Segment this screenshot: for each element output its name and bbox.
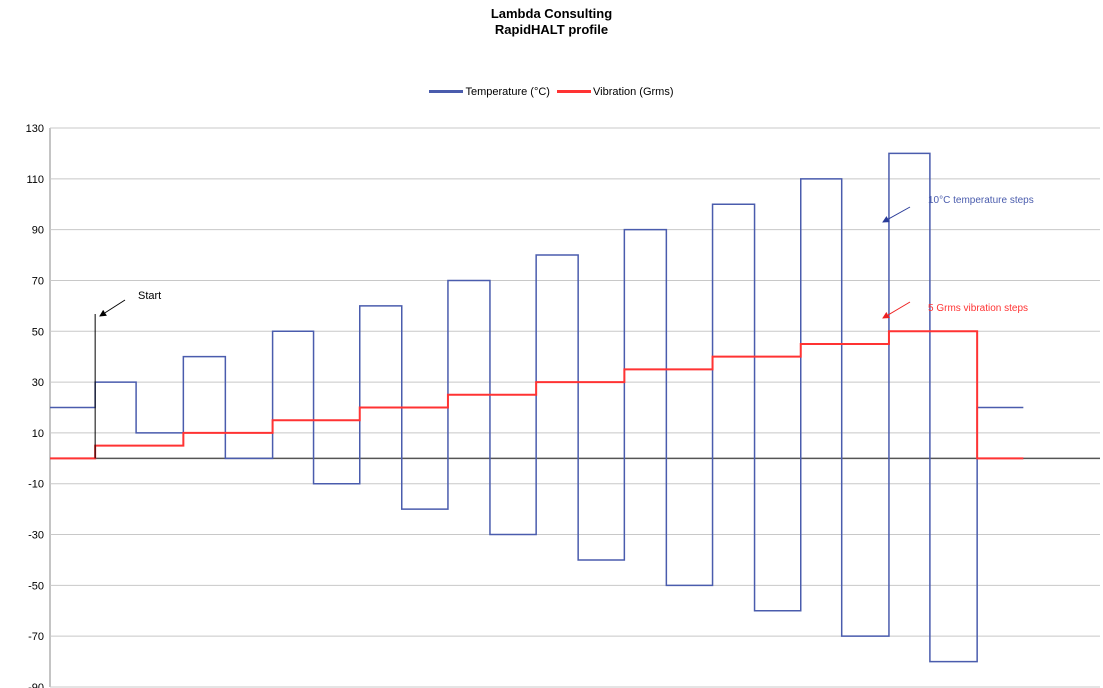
- vibration-steps-arrow: [882, 301, 911, 319]
- annotations: Start 10°C temperature steps 5 Grms vibr…: [94, 195, 1034, 459]
- y-tick-label: 30: [32, 377, 44, 389]
- legend-swatch-temperature: [429, 90, 464, 93]
- y-tick-label: -50: [28, 580, 44, 592]
- temperature-steps-arrow: [882, 206, 911, 223]
- y-tick-label: 10: [32, 428, 44, 440]
- y-tick-label: 50: [32, 326, 44, 338]
- legend-swatch-vibration: [557, 90, 592, 93]
- start-label: Start: [138, 290, 161, 302]
- y-tick-label: 110: [26, 174, 44, 186]
- grid-lines: [49, 127, 1100, 688]
- legend-label-vibration: Vibration (Grms): [593, 85, 674, 98]
- y-tick-label: 70: [32, 275, 44, 287]
- y-tick-label: -90: [28, 682, 44, 688]
- y-tick-label: 130: [26, 123, 44, 135]
- legend-label-temperature: Temperature (°C): [465, 85, 550, 98]
- temperature-steps-label: 10°C temperature steps: [928, 195, 1034, 206]
- start-arrow: [99, 299, 126, 317]
- y-axis-ticks: 130 110 90 70 50 30 10 -10 -30 -50 -70 -90: [26, 123, 44, 688]
- chart-title: Lambda Consulting: [490, 6, 613, 21]
- y-tick-label: -70: [28, 631, 44, 643]
- y-tick-label: 90: [32, 225, 44, 237]
- y-tick-label: -10: [28, 479, 44, 491]
- legend: Temperature (°C) Vibration (Grms): [0, 84, 1103, 98]
- chart-subtitle: RapidHALT profile: [494, 22, 609, 37]
- y-tick-label: -30: [28, 530, 44, 542]
- legend-entry-vibration: Vibration (Grms): [557, 85, 674, 98]
- series-lines: [50, 152, 1024, 663]
- vibration-steps-label: 5 Grms vibration steps: [928, 303, 1028, 314]
- vibration-line: [50, 330, 1024, 460]
- legend-entry-temperature: Temperature (°C): [429, 85, 550, 98]
